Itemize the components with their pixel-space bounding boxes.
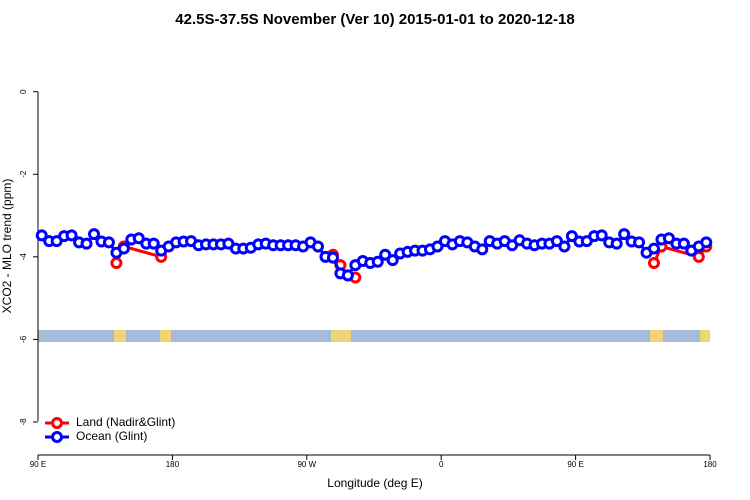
- x-tick-label: 90 E: [30, 460, 46, 469]
- legend-marker: [51, 431, 63, 443]
- legend-marker: [51, 417, 63, 429]
- data-point: [476, 243, 489, 256]
- data-point: [80, 237, 93, 250]
- data-point: [700, 236, 713, 249]
- data-point: [326, 251, 339, 264]
- data-point: [633, 236, 646, 249]
- data-point: [117, 242, 130, 255]
- x-tick-label: 0: [439, 460, 444, 469]
- data-point: [648, 257, 660, 270]
- data-point: [550, 235, 563, 248]
- x-tick-label: 90 E: [567, 460, 583, 469]
- chart-title: 42.5S-37.5S November (Ver 10) 2015-01-01…: [175, 11, 574, 28]
- data-point: [110, 257, 123, 270]
- x-axis-label: Longitude (deg E): [327, 476, 422, 490]
- data-point: [558, 240, 571, 253]
- land-mask-band: [38, 330, 710, 342]
- data-point: [65, 229, 78, 242]
- data-point: [341, 269, 354, 282]
- data-point: [431, 240, 444, 253]
- data-point: [662, 232, 675, 245]
- data-point: [35, 229, 48, 242]
- data-point: [147, 237, 160, 250]
- y-tick-label: 0: [19, 89, 28, 94]
- data-point: [595, 229, 608, 242]
- x-tick-label: 90 W: [297, 460, 316, 469]
- data-point: [312, 240, 324, 253]
- legend-label: Land (Nadir&Glint): [76, 415, 175, 429]
- data-point: [565, 230, 578, 243]
- x-tick-label: 180: [703, 460, 717, 469]
- data-point: [371, 255, 384, 268]
- data-point: [677, 237, 690, 250]
- data-point: [648, 242, 660, 255]
- y-tick-label: -2: [19, 170, 28, 178]
- data-point: [132, 232, 145, 245]
- data-point: [618, 228, 631, 241]
- data-point: [386, 254, 399, 267]
- data-point: [379, 248, 392, 261]
- data-point: [610, 237, 623, 250]
- x-tick-label: 180: [166, 460, 180, 469]
- y-tick-label: -8: [19, 418, 28, 426]
- y-tick-label: -6: [19, 335, 28, 343]
- y-axis-label: XCO2 - MLO trend (ppm): [0, 179, 14, 314]
- data-point: [102, 236, 115, 249]
- y-tick-label: -4: [19, 253, 28, 261]
- legend-label: Ocean (Glint): [76, 429, 147, 443]
- data-point: [88, 228, 100, 241]
